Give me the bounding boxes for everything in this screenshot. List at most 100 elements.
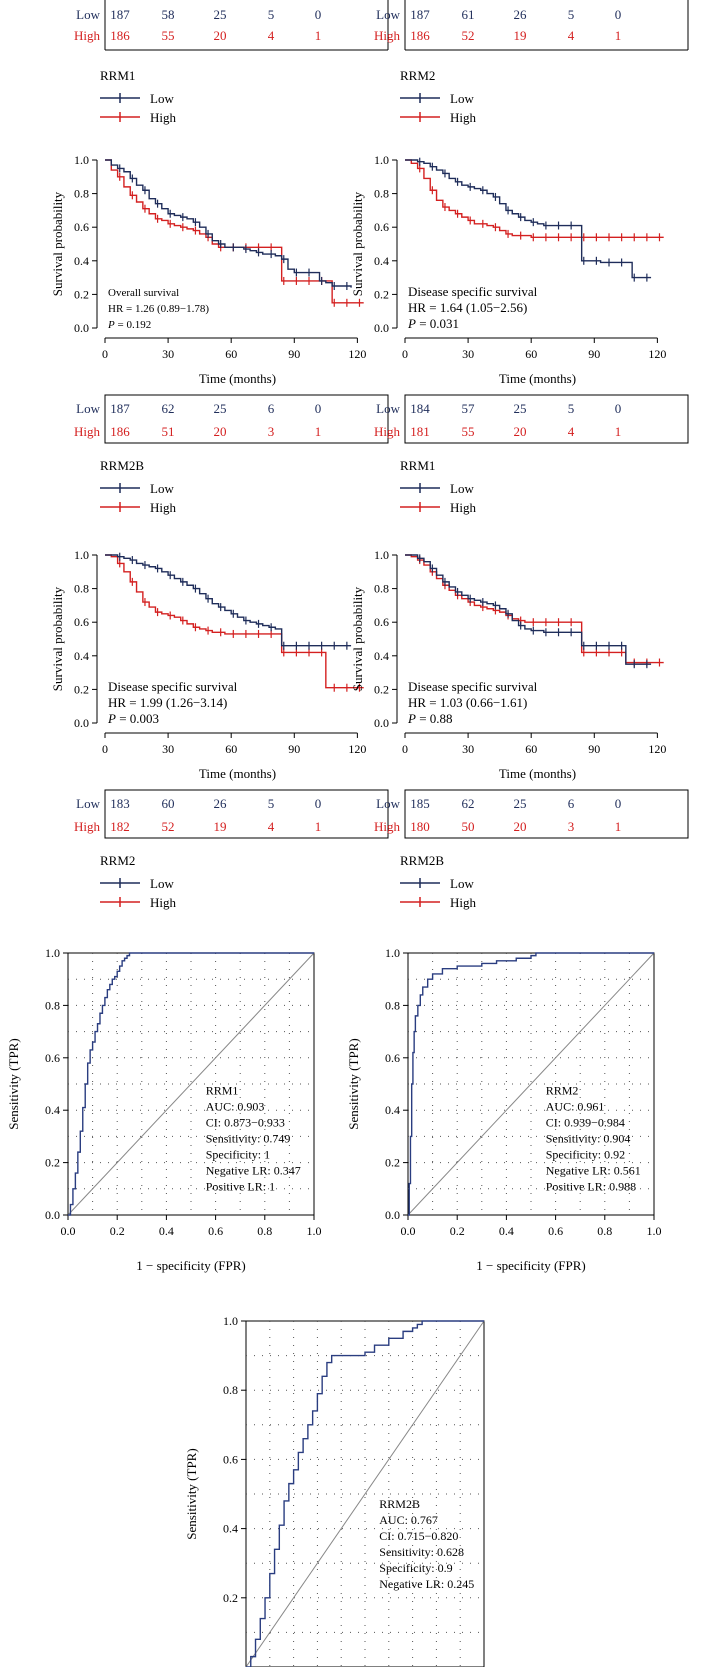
y-tick-label: 1.0 <box>74 153 89 167</box>
risk-cell-high: 181 <box>410 424 430 439</box>
legend: RRM1 Low High <box>400 458 477 515</box>
y-tick-label: 0.2 <box>223 1591 238 1605</box>
y-tick-label: 0.8 <box>74 582 89 596</box>
y-tick-label: 0.2 <box>74 682 89 696</box>
risk-cell-high: 1 <box>315 28 322 43</box>
y-tick-label: 0.0 <box>374 321 389 335</box>
risk-cell-high: 20 <box>214 424 227 439</box>
km-curve-high <box>405 159 664 238</box>
risk-row-label-high: High <box>74 424 101 439</box>
legend-label-low: Low <box>150 481 174 496</box>
roc-rrm2: 0.0 0.2 0.4 0.6 0.8 1.0 0.0 0.2 0.4 0.6 0.8 1.0 1 − … <box>346 946 662 1273</box>
y-tick-label: 0.6 <box>74 615 89 629</box>
roc-curve <box>246 1320 484 1667</box>
risk-cell-high: 51 <box>162 424 175 439</box>
x-axis-label: Time (months) <box>499 766 576 781</box>
risk-table-box <box>104 394 389 444</box>
annotation-line: AUC: 0.767 <box>379 1513 438 1527</box>
annotation-line: Negative LR: 0.561 <box>546 1163 641 1177</box>
legend: RRM2B Low High <box>400 853 477 910</box>
x-tick-label: 0.8 <box>597 1224 612 1238</box>
y-tick-label: 1.0 <box>374 548 389 562</box>
annotation-line: Negative LR: 0.347 <box>206 1163 301 1177</box>
risk-row-label-high: High <box>74 819 101 834</box>
x-axis-label: Time (months) <box>199 371 276 386</box>
risk-cell-low: 25 <box>214 401 227 416</box>
legend-title: RRM2 <box>400 68 435 83</box>
legend-label-high: High <box>450 500 477 515</box>
risk-table-box <box>404 394 689 444</box>
risk-table: Low High 184 57 25 5 0 181 55 20 4 1 <box>374 394 689 444</box>
km-dss-rrm2b: 0.0 0.2 0.4 0.6 0.8 1.0 0 30 60 90 120 Time (months… <box>350 548 666 781</box>
risk-table: Low High 183 60 26 5 0 182 52 19 4 1 <box>74 789 389 839</box>
risk-cell-high: 180 <box>410 819 430 834</box>
y-tick-label: 0.0 <box>74 321 89 335</box>
top-partial-1: Low High 187 58 25 5 0 186 55 20 4 1 RRM1 Low High <box>74 0 389 125</box>
x-tick-label: 0.0 <box>61 1224 76 1238</box>
risk-table: Low High 185 62 25 6 0 180 50 20 3 1 <box>374 789 689 839</box>
x-axis-label: Time (months) <box>499 371 576 386</box>
risk-cell-low: 60 <box>162 796 175 811</box>
risk-cell-low: 61 <box>462 7 475 22</box>
y-tick-label: 0.8 <box>45 998 60 1012</box>
annotation-line: CI: 0.873−0.933 <box>206 1115 285 1129</box>
risk-cell-low: 5 <box>268 7 275 22</box>
km-curve-low <box>405 554 652 665</box>
p-value: P = 0.192 <box>107 319 151 331</box>
risk-cell-high: 186 <box>110 424 130 439</box>
km-curve-low <box>105 159 352 288</box>
risk-cell-high: 1 <box>615 819 622 834</box>
y-tick-label: 0.8 <box>223 1383 238 1397</box>
risk-cell-high: 186 <box>410 28 430 43</box>
risk-cell-low: 62 <box>162 401 175 416</box>
y-tick-label: 0.2 <box>374 682 389 696</box>
risk-cell-low: 62 <box>462 796 475 811</box>
y-tick-label: 0.4 <box>74 649 89 663</box>
x-tick-label: 90 <box>288 347 300 361</box>
y-axis-label: Survival probability <box>50 191 65 296</box>
risk-row-label-low: Low <box>76 401 100 416</box>
x-tick-label: 1.0 <box>307 1224 322 1238</box>
risk-cell-low: 187 <box>410 7 430 22</box>
legend: RRM2 Low High <box>100 853 177 910</box>
annotation-line: Specificity: 0.9 <box>379 1561 452 1575</box>
y-tick-label: 1.0 <box>74 548 89 562</box>
legend-title: RRM1 <box>400 458 435 473</box>
y-tick-label: 0.6 <box>374 615 389 629</box>
top-partial-2: Low High 187 61 26 5 0 186 52 19 4 1 RRM2 Low High <box>374 0 689 125</box>
annotation-hr: HR = 1.03 (0.66−1.61) <box>408 695 527 710</box>
annotation-title: RRM2 <box>546 1083 579 1097</box>
annotation-line: Specificity: 0.92 <box>546 1147 625 1161</box>
risk-cell-low: 185 <box>410 796 430 811</box>
legend-title: RRM2 <box>100 853 135 868</box>
risk-cell-low: 183 <box>110 796 130 811</box>
annotation-line: Sensitivity: 0.749 <box>206 1131 291 1145</box>
risk-cell-low: 184 <box>410 401 430 416</box>
km-os-rrm2b: 0.0 0.2 0.4 0.6 0.8 1.0 0 30 60 90 120 Time (months… <box>50 153 366 386</box>
p-value: P = 0.88 <box>407 711 453 726</box>
risk-cell-low: 0 <box>315 7 322 22</box>
risk-cell-low: 187 <box>110 401 130 416</box>
x-tick-label: 0.2 <box>450 1224 465 1238</box>
risk-cell-low: 5 <box>568 7 575 22</box>
annotation-hr: HR = 1.64 (1.05−2.56) <box>408 300 527 315</box>
y-tick-label: 0.0 <box>385 1208 400 1222</box>
annotation-line: Sensitivity: 0.628 <box>379 1545 464 1559</box>
p-value: P = 0.003 <box>107 711 159 726</box>
y-tick-label: 1.0 <box>374 153 389 167</box>
risk-cell-high: 4 <box>268 28 275 43</box>
annotation-hr: HR = 1.99 (1.26−3.14) <box>108 695 227 710</box>
y-tick-label: 0.4 <box>223 1522 238 1536</box>
y-tick-label: 0.2 <box>74 287 89 301</box>
km-dss-rrm2: 0.0 0.2 0.4 0.6 0.8 1.0 0 30 60 90 120 Time (months… <box>350 153 666 386</box>
annotation-line: Specificity: 1 <box>206 1147 270 1161</box>
x-tick-label: 60 <box>525 347 537 361</box>
risk-cell-low: 0 <box>615 796 622 811</box>
risk-cell-high: 3 <box>268 424 275 439</box>
risk-cell-low: 6 <box>568 796 575 811</box>
risk-cell-high: 1 <box>615 28 622 43</box>
y-tick-label: 0.8 <box>385 998 400 1012</box>
y-tick-label: 0.6 <box>385 1051 400 1065</box>
x-tick-label: 0 <box>102 347 108 361</box>
y-tick-label: 0.0 <box>374 716 389 730</box>
